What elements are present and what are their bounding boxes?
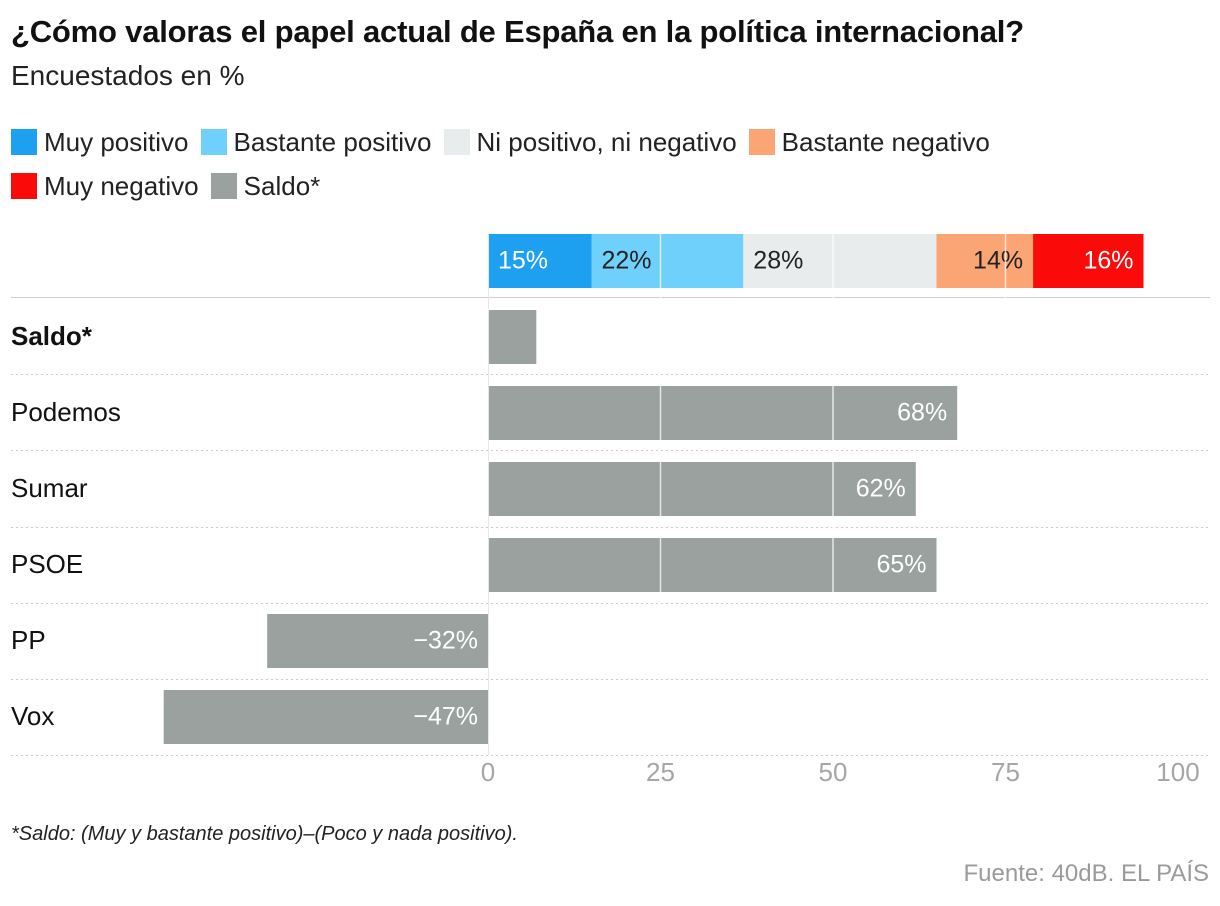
stacked-value-label: 14% — [973, 247, 1023, 275]
legend-swatch — [443, 129, 470, 155]
category-label: PP — [11, 625, 46, 655]
stacked-value-label: 22% — [602, 247, 652, 275]
category-label: Vox — [11, 701, 54, 731]
legend-item: Bastante positivo — [200, 120, 432, 164]
stacked-segment — [936, 234, 1034, 288]
saldo-bar — [163, 690, 488, 744]
legend-label: Ni positivo, ni negativo — [476, 127, 737, 157]
x-tick-label: 0 — [481, 757, 495, 787]
chart-plot: 15% 22% 28% 14% 16% Saldo* Podemos 68% Sumar 62% P… — [11, 234, 1210, 787]
x-tick-label: 50 — [819, 757, 848, 787]
source-credit: Fuente: 40dB. EL PAÍS — [963, 860, 1209, 887]
legend-item: Muy negativo — [11, 164, 199, 208]
x-tick-label: 75 — [991, 757, 1020, 787]
saldo-bar — [488, 310, 537, 364]
stacked-segment — [743, 234, 937, 288]
bar-value-label: 62% — [856, 475, 906, 503]
bar-value-label: 68% — [897, 399, 947, 427]
footnote: *Saldo: (Muy y bastante positivo)–(Poco … — [11, 823, 518, 845]
category-label: PSOE — [11, 549, 83, 579]
stacked-value-label: 16% — [1083, 247, 1133, 275]
x-tick-label: 100 — [1156, 757, 1199, 787]
legend-swatch — [200, 129, 227, 155]
legend-label: Saldo* — [243, 171, 321, 201]
stacked-segment — [488, 234, 592, 288]
bar-value-label: −32% — [413, 627, 478, 655]
legend-swatch — [11, 129, 37, 155]
legend-swatch — [11, 173, 37, 199]
saldo-bar — [488, 462, 916, 516]
legend-item: Bastante negativo — [748, 120, 990, 164]
legend-label: Muy negativo — [44, 171, 199, 201]
legend-label: Bastante negativo — [781, 127, 990, 157]
category-label: Sumar — [11, 473, 88, 503]
legend-item: Ni positivo, ni negativo — [443, 120, 737, 164]
legend-label: Bastante positivo — [233, 127, 432, 157]
category-label: Podemos — [11, 397, 121, 427]
legend-swatch — [210, 173, 237, 199]
stacked-segment — [591, 234, 744, 288]
stacked-segment — [1033, 234, 1144, 288]
stacked-value-label: 15% — [498, 247, 548, 275]
category-label: Saldo* — [11, 321, 93, 351]
chart-legend: Muy positivo Bastante positivo Ni positivo… — [11, 120, 1011, 208]
bar-value-label: 65% — [876, 551, 926, 579]
x-tick-label: 25 — [646, 757, 675, 787]
legend-item: Muy positivo — [11, 120, 189, 164]
chart-subtitle: Encuestados en % — [11, 60, 245, 91]
saldo-bar — [488, 386, 958, 440]
saldo-bar — [267, 614, 488, 668]
saldo-bar — [488, 538, 937, 592]
legend-item: Saldo* — [210, 164, 321, 208]
legend-label: Muy positivo — [44, 127, 189, 157]
chart-title: ¿Cómo valoras el papel actual de España … — [11, 14, 1024, 49]
bar-value-label: −47% — [413, 703, 478, 731]
legend-swatch — [748, 129, 775, 155]
stacked-value-label: 28% — [753, 247, 803, 275]
